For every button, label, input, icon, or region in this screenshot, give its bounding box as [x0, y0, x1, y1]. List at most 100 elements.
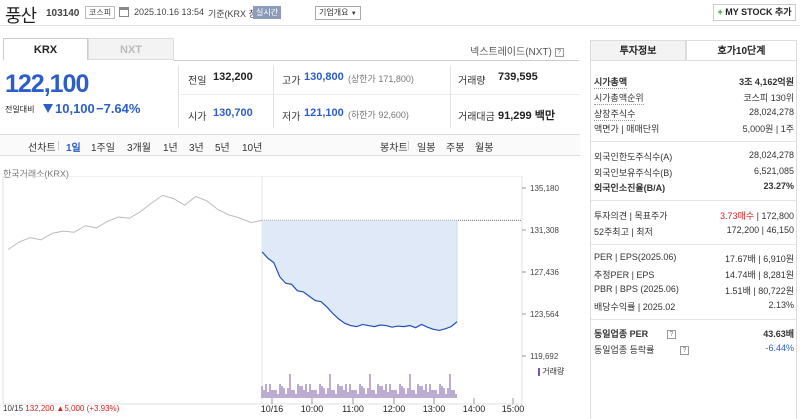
x-tick-label: 15:00 — [502, 404, 525, 414]
period-3m[interactable]: 3개월 — [127, 143, 151, 154]
help-icon[interactable]: ? — [680, 346, 689, 355]
y-tick-label: 131,308 — [530, 226, 559, 235]
info-row: 투자의견 | 목표주가 3.73매수 | 172,800 — [594, 211, 794, 221]
est-per-value: 14.74배 — [725, 270, 756, 280]
foreign-ratio-value: 23.27% — [763, 181, 794, 191]
divider — [58, 141, 59, 150]
prev-close-value: 132,200 — [213, 71, 253, 83]
listed-shares-value: 28,024,278 — [748, 107, 794, 117]
sector-change-value: -6.44% — [765, 343, 794, 353]
candle-chart-label: 봉차트 — [380, 143, 408, 154]
info-row: 외국인소진율(B/A) 23.27% — [594, 181, 794, 195]
pbr-bps-label: PBR | BPS (2025.06) — [594, 284, 679, 294]
company-overview-select[interactable]: 기업개요 ▼ — [315, 6, 361, 20]
period-5y[interactable]: 5년 — [215, 143, 230, 154]
high-value: 130,800 — [304, 71, 344, 83]
week52-low: 46,150 — [766, 225, 794, 235]
est-per-eps-label: 추정PER | EPS — [594, 270, 655, 280]
nxt-link[interactable]: 넥스트레이드(NXT) ? — [470, 43, 564, 58]
change-label: 전일대비 — [5, 105, 35, 114]
market-cap-rank-label[interactable]: 시가총액순위 — [594, 93, 644, 105]
open-label: 시가 — [188, 112, 207, 123]
stock-name: 풍산 — [5, 6, 37, 26]
foreign-holding-value: 6,521,085 — [753, 166, 794, 176]
invest-info-panel — [590, 61, 797, 419]
tab-krx[interactable]: KRX — [3, 38, 88, 60]
foreign-limit-value: 28,024,278 — [748, 150, 794, 160]
volume-value: 739,595 — [498, 71, 538, 83]
foreign-limit-label: 외국인한도주식수(A) — [594, 152, 673, 162]
y-tick-label: 127,436 — [530, 268, 559, 277]
upper-limit: (상한가 171,800) — [348, 74, 414, 84]
info-row: 동일업종 등락률 -6.44% — [594, 343, 794, 357]
chart-lines — [7, 194, 458, 332]
eps-value: 6,910원 — [763, 254, 794, 264]
header-bar — [0, 0, 800, 26]
period-weekly[interactable]: 주봉 — [446, 143, 465, 154]
divider — [180, 94, 580, 95]
help-icon[interactable]: ? — [667, 330, 676, 339]
lower-limit: (하한가 92,600) — [348, 110, 409, 120]
company-overview-label: 기업개요 — [319, 8, 349, 17]
x-tick-label: 10/16 — [261, 404, 284, 414]
foreign-holding-label: 외국인보유주식수(B) — [594, 168, 673, 178]
market-cap-label[interactable]: 시가총액 — [594, 77, 628, 89]
info-row: 시가총액순위 코스피 130위 — [594, 91, 794, 105]
stock-code: 103140 — [46, 8, 80, 19]
sector-per-value: 43.63배 — [763, 329, 794, 339]
plus-icon: + — [717, 7, 723, 17]
period-1y[interactable]: 1년 — [163, 143, 178, 154]
market-badge: 코스피 — [85, 6, 116, 19]
divider — [590, 200, 797, 201]
x-tick-label: 11:00 — [342, 404, 364, 414]
realtime-badge[interactable]: 실시간 — [253, 6, 282, 19]
sector-per-label: 동일업종 PER — [594, 329, 649, 339]
prev-day-line — [7, 194, 263, 251]
info-row: PBR | BPS (2025.06) 1.51배 | 80,722원 — [594, 284, 794, 296]
my-stock-add-button[interactable]: + MY STOCK 추가 — [713, 4, 796, 21]
info-row: 외국인한도주식수(A) 28,024,278 — [594, 150, 794, 164]
help-icon[interactable]: ? — [554, 47, 564, 57]
market-cap-value: 3조 4,162억원 — [739, 77, 794, 87]
basis-label: 기준(KRX 장중) — [208, 9, 269, 19]
market-cap-rank-value: 코스피 130위 — [743, 93, 794, 103]
prev-day-pct: (+3.93%) — [86, 404, 120, 413]
dividend-value: 2.13% — [768, 300, 794, 310]
listed-shares-label[interactable]: 상장주식수 — [594, 109, 636, 121]
divider — [590, 244, 797, 245]
prev-close-label: 전일 — [188, 76, 207, 87]
current-price: 122,100 — [5, 70, 89, 98]
divider — [590, 319, 797, 320]
tab-invest-info[interactable]: 투자정보 — [590, 40, 686, 61]
volume-legend-marker — [538, 367, 540, 376]
low-label: 저가 — [282, 112, 301, 123]
x-tick-label: 10:00 — [301, 404, 324, 414]
x-axis-labels: 10/16 10:00 11:00 12:00 13:00 14:00 15:00 — [261, 404, 525, 414]
period-daily[interactable]: 일봉 — [417, 143, 436, 154]
datetime: 2025.10.16 13:54 — [134, 7, 205, 17]
nxt-link-label: 넥스트레이드(NXT) — [470, 47, 552, 58]
prev-day-close: 132,200 — [25, 404, 55, 413]
period-1d[interactable]: 1일 — [66, 143, 81, 154]
info-row: 동일업종 PER 43.63배 — [594, 327, 794, 341]
volume-label: 거래량 — [458, 76, 486, 87]
info-row: 상장주식수 28,024,278 — [594, 107, 794, 121]
y-tick-label: 119,692 — [530, 352, 559, 361]
chart-grid — [2, 176, 526, 405]
tab-order-book[interactable]: 호가10단계 — [686, 40, 797, 61]
foreign-ratio-label: 외국인소진율(B/A) — [594, 183, 666, 193]
info-row: 시가총액 3조 4,162억원 — [594, 75, 794, 89]
period-10y[interactable]: 10년 — [242, 143, 263, 154]
y-tick-label: 123,564 — [530, 310, 559, 319]
period-monthly[interactable]: 월봉 — [475, 143, 494, 154]
tab-underline — [174, 60, 579, 61]
est-eps-value: 8,281원 — [763, 270, 794, 280]
price-chart[interactable]: 135,180 131,308 127,436 123,564 119,692 10/1… — [0, 176, 580, 419]
period-1w[interactable]: 1주일 — [91, 143, 115, 154]
today-fill-area — [262, 220, 457, 331]
period-3y[interactable]: 3년 — [189, 143, 204, 154]
volume-legend: 거래량 — [538, 366, 564, 377]
info-row: 액면가 | 매매단위 5,000원 | 1주 — [594, 122, 794, 136]
prev-day-change: 5,000 — [64, 404, 85, 413]
tab-nxt[interactable]: NXT — [88, 38, 174, 60]
